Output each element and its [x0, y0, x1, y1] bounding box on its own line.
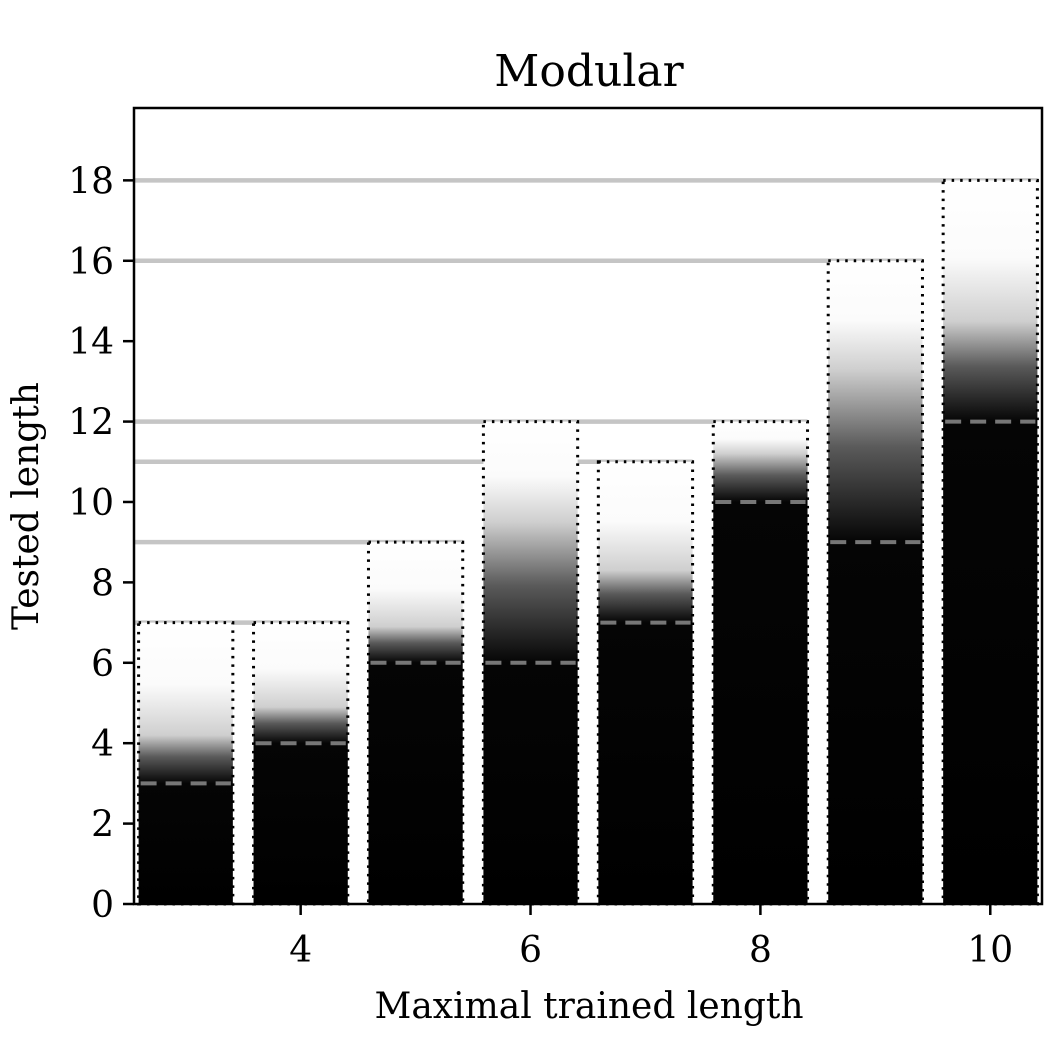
y-tick-label: 4: [91, 724, 114, 765]
y-tick-label: 2: [91, 805, 114, 846]
x-axis: 4 6 8 10: [289, 904, 1013, 971]
y-axis: 0 2 4 6 8 10 12 14 16 18: [68, 161, 134, 926]
y-tick-label: 8: [91, 563, 114, 604]
y-tick-label: 10: [68, 483, 114, 524]
bar: [368, 542, 463, 904]
bar: [598, 461, 693, 904]
y-tick-label: 16: [68, 242, 114, 283]
y-axis-label: Tested length: [6, 382, 47, 630]
bars: [137, 178, 1039, 906]
bar: [943, 180, 1038, 904]
bar: [138, 622, 233, 904]
y-tick-label: 18: [68, 161, 114, 202]
plot-frame: [132, 106, 1044, 906]
x-axis-label: Maximal trained length: [374, 986, 803, 1027]
bar: [253, 622, 348, 904]
bar: [828, 260, 923, 904]
bar-dotted-outline: [596, 460, 695, 906]
x-tick-label: 4: [289, 930, 312, 971]
x-tick-label: 8: [749, 930, 772, 971]
x-tick-label: 6: [519, 930, 542, 971]
chart-title: Modular: [494, 46, 684, 97]
x-tick-label: 10: [967, 930, 1013, 971]
y-tick-label: 6: [91, 644, 114, 685]
y-tick-label: 14: [68, 322, 114, 363]
bar: [713, 421, 808, 904]
reference-lines: [134, 178, 1038, 625]
y-tick-label: 12: [68, 403, 114, 444]
y-tick-label: 0: [91, 885, 114, 926]
